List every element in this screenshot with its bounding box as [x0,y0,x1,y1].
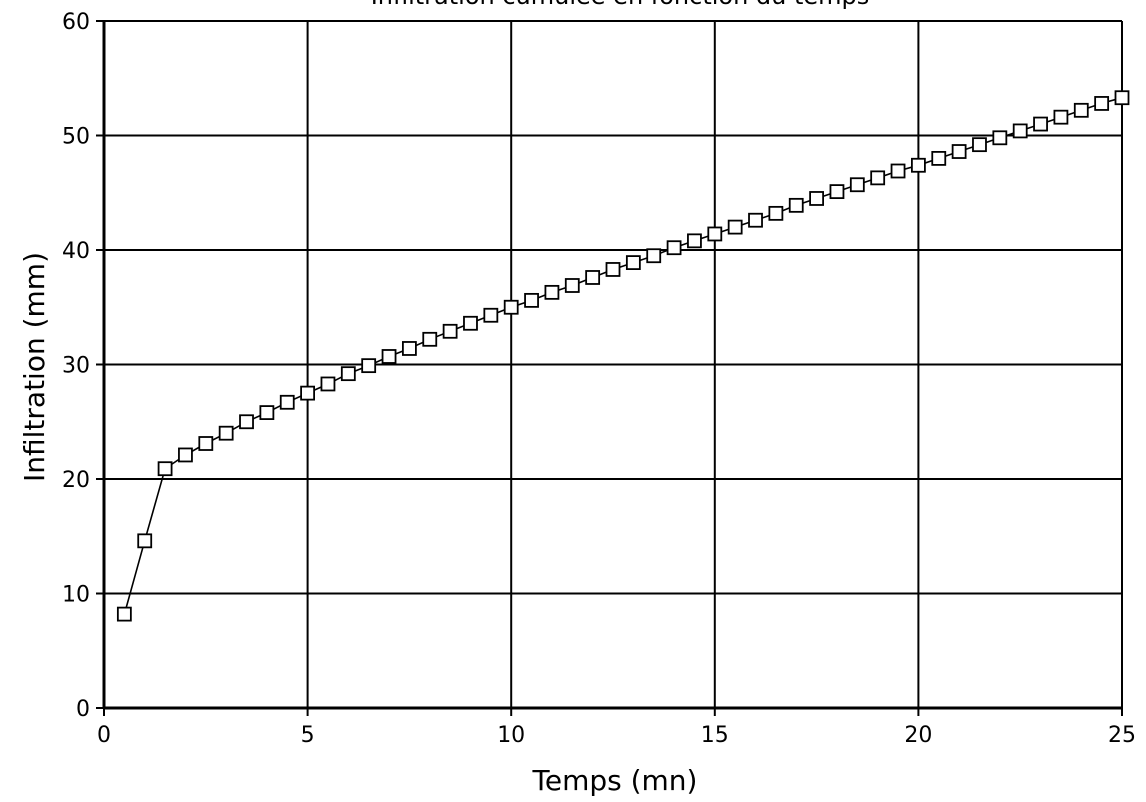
series [116,90,1130,622]
data-point [890,163,906,179]
y-tick-label: 60 [62,10,90,35]
x-tick-label: 0 [97,723,111,748]
y-tick-label: 30 [62,354,90,379]
data-point [1033,116,1048,132]
y-tick-label: 10 [62,583,90,608]
data-point [1012,123,1028,139]
data-point [605,262,621,277]
data-point [972,137,987,153]
data-point [585,270,601,285]
data-point [951,144,967,159]
x-tick-label: 10 [497,723,525,748]
grid [103,20,1123,709]
data-point [707,226,723,242]
data-point [1073,102,1089,118]
data-point [809,191,824,206]
data-point [524,292,539,308]
data-point [178,447,193,463]
data-point [259,405,275,420]
data-point [279,394,295,410]
data-point [870,170,886,186]
data-point [381,349,397,364]
y-tick-label: 50 [62,125,90,150]
data-point [198,436,214,451]
y-tick-label: 20 [62,468,90,493]
data-point [829,184,845,200]
data-point [646,248,662,264]
data-point [503,299,519,315]
data-point [463,315,478,331]
data-point [992,130,1008,146]
data-point [1114,90,1130,106]
data-point [564,278,580,293]
data-point [687,233,702,249]
data-point [544,284,560,300]
data-point [727,219,743,235]
data-point [218,425,234,441]
x-tick-label: 20 [904,723,932,748]
x-tick-label: 15 [701,723,729,748]
data-point [361,358,377,374]
x-axis-title: Temps (mn) [532,764,698,797]
data-point [137,533,153,549]
data-point [1053,109,1069,125]
y-axis-title: Infiltration (mm) [18,252,51,482]
data-point [931,150,947,166]
data-point [116,606,132,622]
data-point [300,385,316,401]
data-point [442,323,458,339]
data-point [340,366,356,382]
data-point [788,197,804,213]
x-tick-label: 25 [1108,723,1136,748]
data-point [401,341,417,356]
data-point [768,205,784,221]
axes [96,20,1123,716]
tick-labels: 0 5 10 15 20 25 0 10 20 30 40 50 60 [62,10,1136,748]
series-line [123,96,1123,615]
data-point [748,212,763,228]
chart-title: Infiltration cumulée en fonction du temp… [371,0,870,10]
data-point [483,307,499,323]
data-point [625,255,641,270]
data-point [1094,96,1110,111]
x-tick-label: 5 [301,723,315,748]
data-point [849,177,865,193]
data-point [422,331,438,347]
data-point [157,461,173,477]
data-point [239,414,254,430]
y-tick-label: 0 [76,697,90,722]
data-point [320,376,336,392]
data-point [911,157,926,173]
y-tick-label: 40 [62,239,90,264]
data-point [666,240,682,256]
